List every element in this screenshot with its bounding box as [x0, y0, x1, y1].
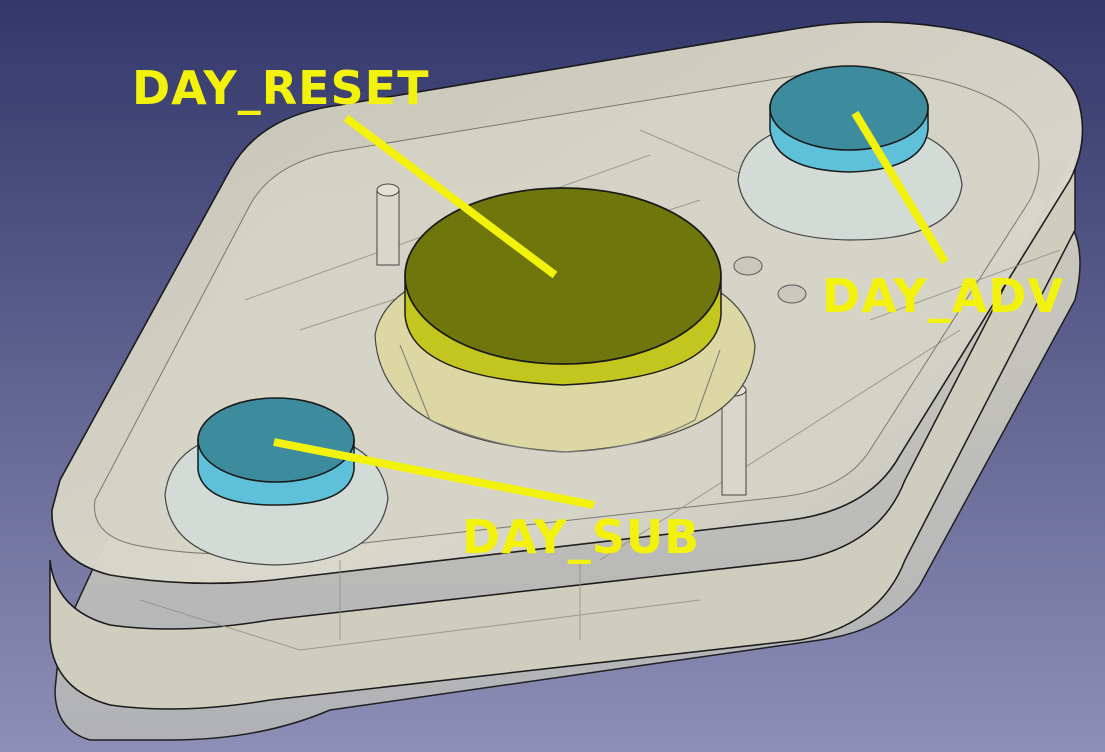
adv-button: [769, 65, 929, 151]
leader-day-reset: [343, 114, 558, 279]
hole-1: [733, 256, 763, 276]
label-day-sub: DAY_SUB: [462, 510, 700, 564]
label-day-adv: DAY_ADV: [822, 269, 1064, 323]
leader-day-sub: [273, 438, 595, 509]
housing-side-wall: [49, 149, 1076, 710]
adv-button-assembly: [737, 65, 963, 241]
label-day-reset: DAY_RESET: [132, 61, 429, 115]
mounting-post-left: [376, 183, 400, 266]
sub-button-assembly: [164, 397, 389, 566]
leader-day-adv: [851, 110, 949, 265]
hole-2: [777, 284, 807, 304]
callout-leaders: [273, 110, 949, 509]
reset-button-assembly: [374, 187, 756, 453]
reset-button: [404, 187, 722, 365]
